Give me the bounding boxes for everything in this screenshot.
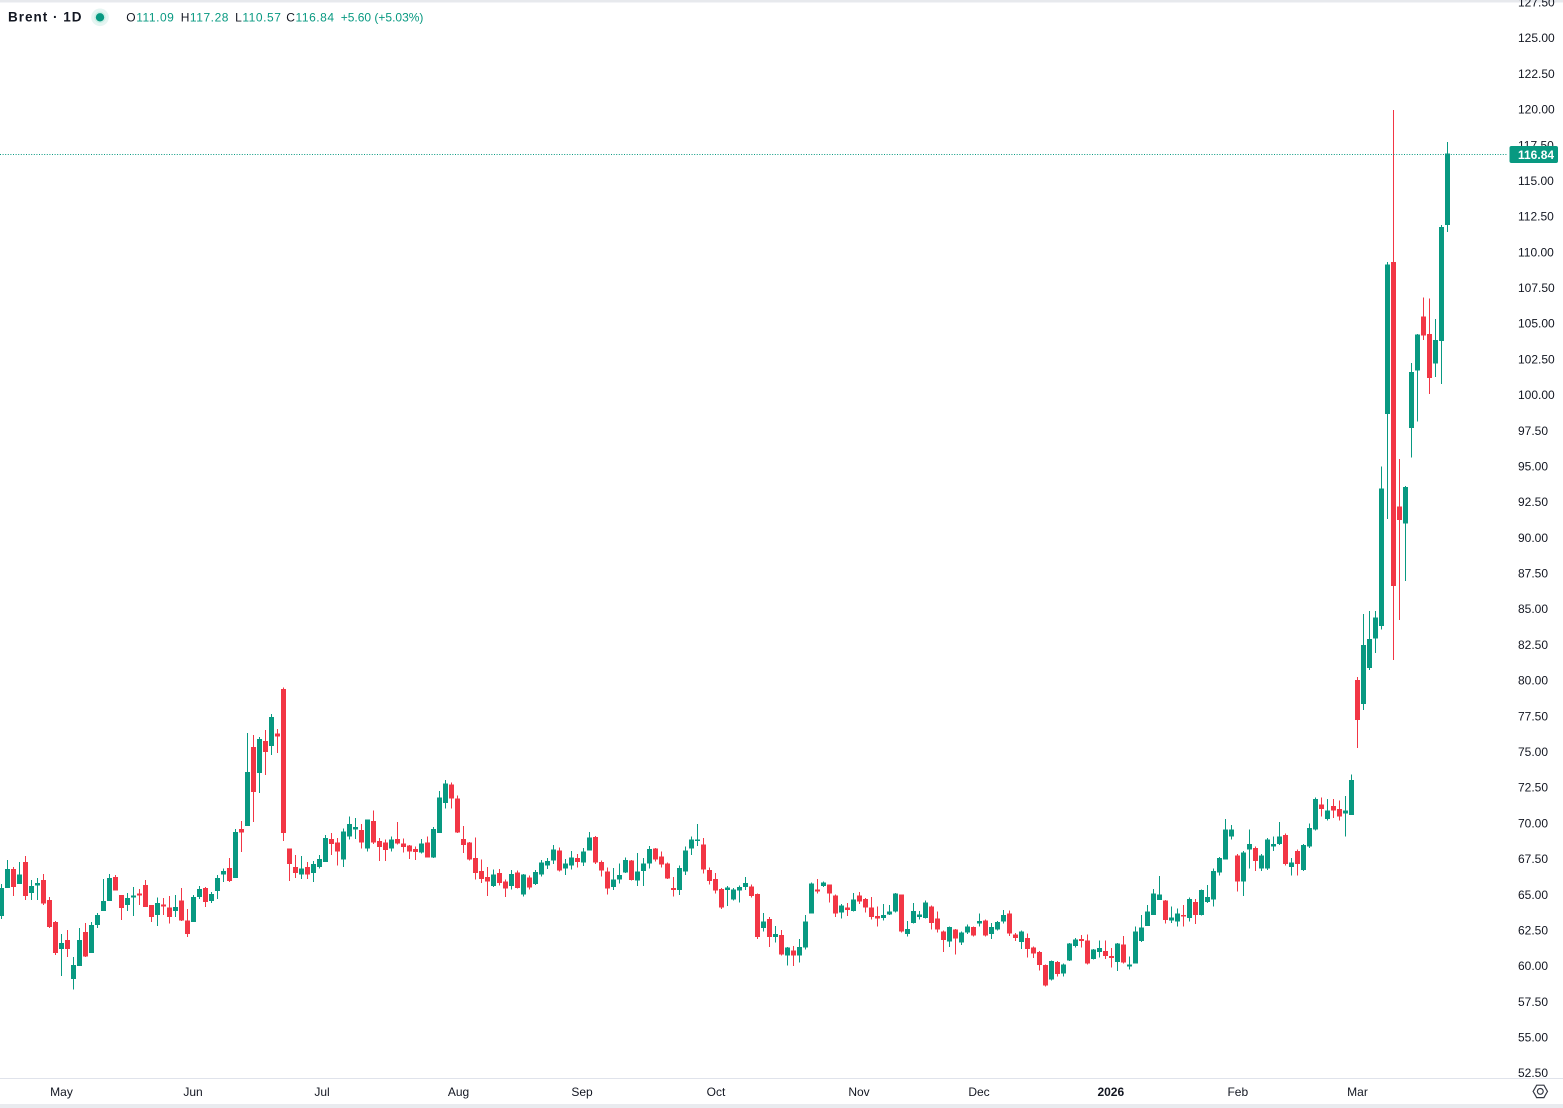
svg-text:Jul: Jul (314, 1085, 329, 1099)
svg-text:55.00: 55.00 (1518, 1031, 1548, 1045)
svg-text:Oct: Oct (707, 1085, 726, 1099)
svg-text:Mar: Mar (1347, 1085, 1368, 1099)
svg-text:52.50: 52.50 (1518, 1066, 1548, 1080)
svg-text:100.00: 100.00 (1518, 388, 1555, 402)
svg-text:Nov: Nov (848, 1085, 869, 1099)
svg-text:105.00: 105.00 (1518, 317, 1555, 331)
svg-text:62.50: 62.50 (1518, 924, 1548, 938)
svg-text:70.00: 70.00 (1518, 816, 1548, 830)
svg-text:110.00: 110.00 (1518, 245, 1554, 259)
svg-text:72.50: 72.50 (1518, 781, 1548, 795)
svg-text:127.50: 127.50 (1518, 0, 1555, 10)
svg-text:Brent · 1D: Brent · 1D (8, 10, 83, 25)
svg-text:92.50: 92.50 (1518, 495, 1548, 509)
svg-text:Sep: Sep (571, 1085, 593, 1099)
svg-text:+5.60 (+5.03%): +5.60 (+5.03%) (341, 11, 424, 25)
svg-text:2026: 2026 (1097, 1085, 1124, 1099)
svg-text:122.50: 122.50 (1518, 67, 1555, 81)
svg-text:115.00: 115.00 (1518, 174, 1554, 188)
svg-text:120.00: 120.00 (1518, 103, 1555, 117)
svg-text:87.50: 87.50 (1518, 567, 1548, 581)
svg-text:Feb: Feb (1227, 1085, 1248, 1099)
svg-text:65.00: 65.00 (1518, 888, 1548, 902)
svg-text:97.50: 97.50 (1518, 424, 1548, 438)
svg-text:77.50: 77.50 (1518, 709, 1548, 723)
svg-text:Dec: Dec (968, 1085, 989, 1099)
svg-text:May: May (50, 1085, 73, 1099)
svg-text:Aug: Aug (448, 1085, 469, 1099)
svg-text:75.00: 75.00 (1518, 745, 1548, 759)
svg-text:95.00: 95.00 (1518, 460, 1548, 474)
svg-text:H117.28: H117.28 (181, 11, 229, 25)
svg-text:90.00: 90.00 (1518, 531, 1548, 545)
svg-text:85.00: 85.00 (1518, 602, 1548, 616)
svg-text:80.00: 80.00 (1518, 674, 1548, 688)
svg-text:O111.09: O111.09 (126, 11, 174, 25)
svg-text:C116.84: C116.84 (286, 11, 334, 25)
svg-text:82.50: 82.50 (1518, 638, 1548, 652)
svg-text:125.00: 125.00 (1518, 31, 1555, 45)
svg-text:112.50: 112.50 (1518, 210, 1554, 224)
svg-text:Jun: Jun (183, 1085, 202, 1099)
svg-text:L110.57: L110.57 (235, 11, 281, 25)
svg-text:107.50: 107.50 (1518, 281, 1555, 295)
svg-text:57.50: 57.50 (1518, 995, 1548, 1009)
svg-text:60.00: 60.00 (1518, 959, 1548, 973)
svg-text:116.84: 116.84 (1518, 148, 1554, 162)
svg-text:67.50: 67.50 (1518, 852, 1548, 866)
svg-text:102.50: 102.50 (1518, 352, 1555, 366)
